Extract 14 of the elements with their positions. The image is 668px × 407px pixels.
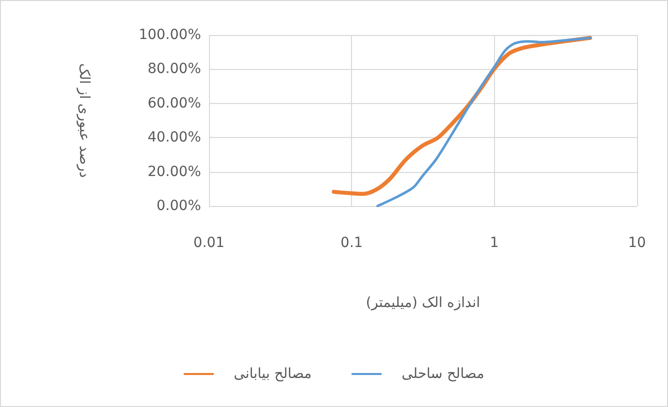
y-tick-label: 20.00% <box>148 164 201 180</box>
x-tick-label: 0.1 <box>340 235 363 251</box>
y-tick-label: 40.00% <box>148 130 201 146</box>
legend-label: مصالح بیابانی <box>234 366 312 382</box>
y-axis-title: درصد عبوری از الک <box>76 63 92 178</box>
y-tick-label: 80.00% <box>148 61 201 78</box>
x-axis-title: اندازه الک (میلیمتر) <box>366 295 480 311</box>
legend-label: مصالح ساحلی <box>402 366 484 382</box>
y-tick-label: 0.00% <box>156 198 201 214</box>
y-tick-label: 100.00% <box>138 27 201 43</box>
x-tick-label: 0.01 <box>193 235 225 251</box>
x-tick-label: 1 <box>490 235 499 251</box>
y-tick-label: 60.00% <box>148 95 201 112</box>
x-tick-label: 10 <box>628 235 646 251</box>
